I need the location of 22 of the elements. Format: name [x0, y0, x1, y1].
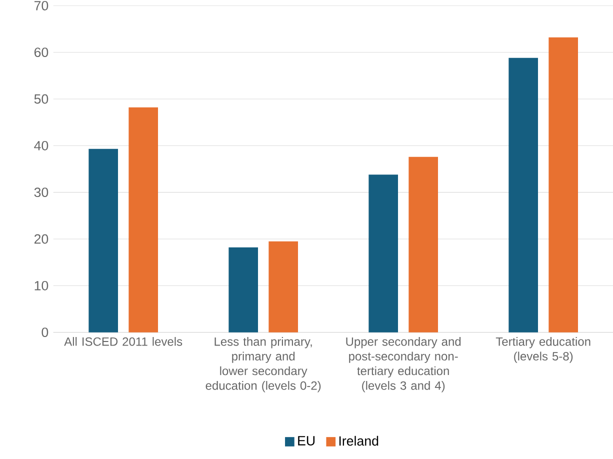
y-tick-label: 20 [34, 234, 48, 244]
x-tick-label: Tertiary education (levels 5-8) [496, 337, 590, 363]
bar [88, 148, 118, 332]
y-tick-label: 70 [34, 0, 48, 10]
bar [228, 247, 258, 332]
bar [268, 241, 298, 332]
y-tick-label: 30 [34, 188, 48, 198]
x-tick-label: Less than primary, primary and lower secondary education (levels 0-2) [206, 337, 321, 392]
legend-label: Ireland [339, 436, 378, 446]
bar [368, 174, 398, 332]
x-tick-label: All ISCED 2011 levels [64, 337, 182, 346]
y-tick-label: 10 [34, 280, 48, 290]
bar [548, 37, 578, 332]
y-tick-label: 50 [34, 94, 48, 104]
y-tick-label: 40 [34, 140, 48, 150]
legend-label: EU [298, 436, 315, 446]
x-tick-label: Upper secondary and post-secondary non-tertiary education (levels 3 and 4) [346, 337, 461, 392]
bar [508, 58, 538, 332]
y-tick-label: 60 [34, 48, 48, 58]
bar [128, 107, 158, 332]
y-tick-label: 0 [42, 328, 48, 338]
bar [408, 156, 438, 332]
